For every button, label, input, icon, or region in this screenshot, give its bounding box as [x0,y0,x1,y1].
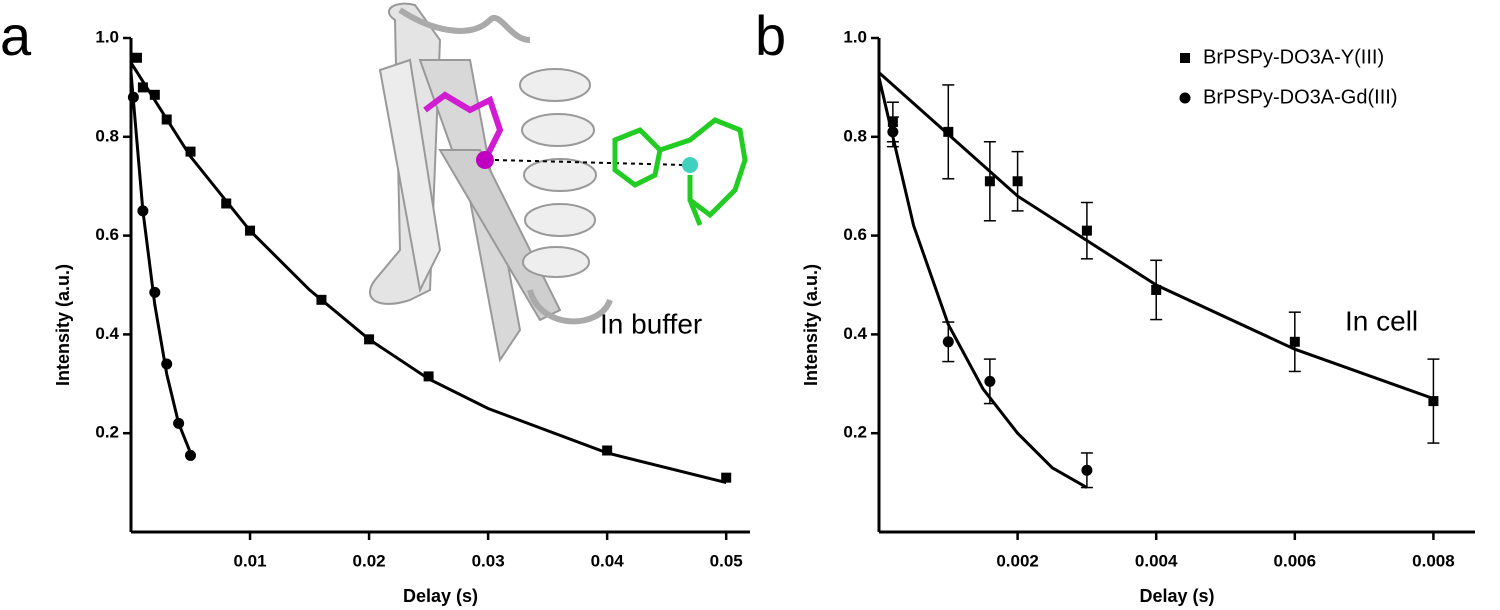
marker-circle [173,417,185,429]
marker-square [1012,176,1023,187]
marker-square [161,114,172,125]
marker-circle [149,286,161,298]
annotation: In buffer [600,308,702,339]
marker-circle [984,375,996,387]
x-tick-label: 0.05 [710,551,743,570]
marker-square [185,146,196,157]
y-tick-label: 1.0 [843,27,867,46]
y-tick-label: 0.6 [95,225,119,244]
x-tick-label: 0.03 [472,551,505,570]
y-axis-label: Intensity (a.u.) [801,264,821,386]
fit-line [129,72,192,454]
marker-square [1428,396,1439,407]
marker-circle [1081,464,1093,476]
x-tick-label: 0.02 [353,551,386,570]
x-tick-label: 0.04 [591,551,625,570]
y-axis-label: Intensity (a.u.) [53,264,73,386]
x-tick-label: 0.01 [233,551,266,570]
panel-label: a [0,4,32,67]
marker-square [1151,284,1162,295]
marker-square [221,198,232,209]
marker-circle [161,358,173,370]
marker-square [137,82,148,93]
y-tick-label: 0.4 [843,324,867,343]
x-axis-label: Delay (s) [403,586,478,606]
marker-square [131,52,142,63]
legend-marker [1179,92,1191,104]
marker-square [1289,336,1300,347]
marker-square [316,294,327,305]
x-tick-label: 0.002 [996,551,1039,570]
marker-square [943,126,954,137]
x-tick-label: 0.004 [1135,551,1178,570]
y-tick-label: 0.4 [95,324,119,343]
y-tick-label: 1.0 [95,27,119,46]
y-tick-label: 0.6 [843,225,867,244]
annotation: In cell [1345,305,1418,336]
marker-square [149,89,160,100]
y-tick-label: 0.2 [95,423,119,442]
x-tick-label: 0.008 [1412,551,1455,570]
marker-square [602,445,613,456]
x-axis-label: Delay (s) [1139,586,1214,606]
marker-square [423,371,434,382]
y-tick-label: 0.8 [843,126,867,145]
marker-circle [185,449,197,461]
y-tick-label: 0.2 [843,423,867,442]
marker-circle [127,91,139,103]
panel-label: b [755,4,786,67]
legend-label: BrPSPy-DO3A-Gd(III) [1203,86,1397,108]
marker-circle [137,205,149,217]
marker-circle [942,336,954,348]
fit-line [877,77,1088,489]
marker-square [721,472,732,483]
marker-circle [887,126,899,138]
legend-marker [1180,53,1190,63]
x-tick-label: 0.006 [1274,551,1317,570]
marker-square [984,176,995,187]
marker-square [364,334,375,345]
legend-label: BrPSPy-DO3A-Y(III) [1203,46,1384,68]
y-tick-label: 0.8 [95,126,119,145]
protein-illustration [368,2,748,363]
marker-square [1081,225,1092,236]
marker-square [245,225,256,236]
